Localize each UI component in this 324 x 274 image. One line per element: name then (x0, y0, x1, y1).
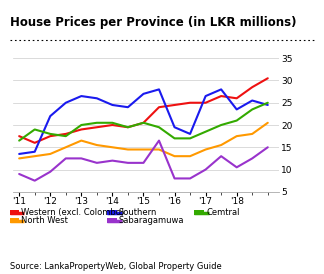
Text: North West: North West (21, 216, 68, 225)
Text: House Prices per Province (in LKR millions): House Prices per Province (in LKR millio… (10, 16, 296, 29)
Text: Southern: Southern (119, 208, 157, 217)
Text: Source: LankaPropertyWeb, Global Property Guide: Source: LankaPropertyWeb, Global Propert… (10, 262, 222, 271)
Text: Western (excl. Colombo): Western (excl. Colombo) (21, 208, 124, 217)
Text: Cemtral: Cemtral (206, 208, 239, 217)
Text: Sabaragamuwa: Sabaragamuwa (119, 216, 184, 225)
